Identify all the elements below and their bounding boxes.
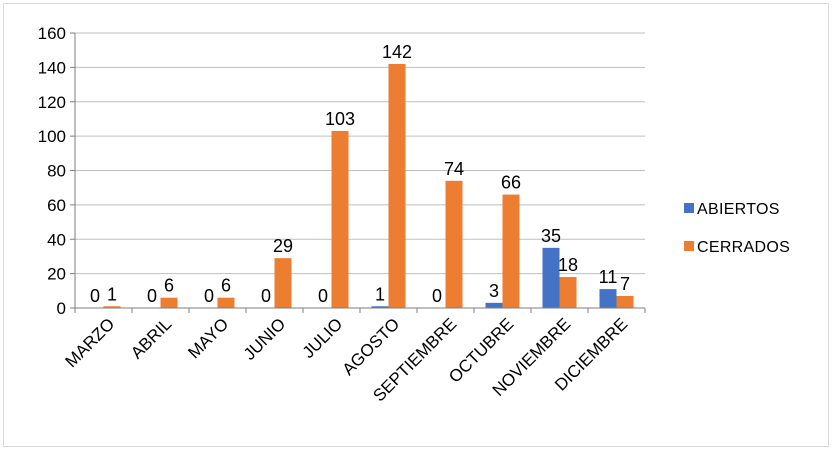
data-label: 0 — [90, 286, 100, 306]
legend-swatch — [684, 203, 694, 213]
legend-swatch — [684, 241, 694, 251]
y-tick-label: 60 — [47, 196, 66, 215]
bar-cerrados-mayo — [217, 297, 235, 308]
data-label: 0 — [147, 286, 157, 306]
bar-cerrados-marzo — [103, 306, 121, 308]
y-tick-label: 140 — [38, 58, 66, 77]
y-tick-label: 120 — [38, 93, 66, 112]
data-label: 0 — [432, 286, 442, 306]
data-label: 0 — [261, 286, 271, 306]
data-label: 6 — [221, 276, 231, 296]
x-category-label: JUNIO — [240, 314, 289, 363]
legend: ABIERTOS CERRADOS — [684, 201, 790, 256]
y-tick-label: 20 — [47, 265, 66, 284]
chart-frame — [3, 3, 829, 447]
data-label: 0 — [204, 286, 214, 306]
legend-label: CERRADOS — [697, 239, 790, 256]
y-tick-label: 0 — [57, 299, 66, 318]
legend-label: ABIERTOS — [697, 201, 780, 218]
bar-cerrados-octubre — [502, 194, 520, 308]
y-tick-label: 100 — [38, 127, 66, 146]
data-label: 11 — [599, 267, 618, 287]
data-label: 18 — [558, 255, 578, 275]
bar-cerrados-agosto — [388, 63, 406, 308]
bar-cerrados-julio — [331, 130, 349, 308]
x-category-label: MAYO — [184, 314, 232, 362]
data-label: 0 — [318, 286, 328, 306]
data-label: 1 — [375, 284, 385, 304]
bars — [103, 63, 634, 308]
x-category-label: MARZO — [61, 314, 118, 371]
bar-cerrados-abril — [160, 297, 178, 308]
bar-cerrados-junio — [274, 258, 292, 308]
data-label: 6 — [164, 276, 174, 296]
data-label: 74 — [444, 159, 464, 179]
data-label: 1 — [107, 284, 117, 304]
bar-abiertos-diciembre — [599, 289, 617, 308]
bar-cerrados-noviembre — [559, 277, 577, 308]
y-tick-label: 160 — [38, 24, 66, 43]
data-label: 35 — [541, 226, 561, 246]
bar-abiertos-noviembre — [542, 247, 560, 308]
x-category-label: JULIO — [299, 314, 347, 362]
y-tick-label: 80 — [47, 162, 66, 181]
data-label: 66 — [501, 173, 521, 193]
bar-cerrados-septiembre — [445, 180, 463, 308]
data-label: 142 — [382, 42, 412, 62]
data-label: 7 — [620, 274, 630, 294]
data-label: 103 — [325, 109, 355, 129]
bar-abiertos-agosto — [371, 306, 389, 308]
data-label: 29 — [273, 236, 293, 256]
y-tick-label: 40 — [47, 230, 66, 249]
data-label: 3 — [489, 281, 499, 301]
x-category-label: ABRIL — [127, 314, 175, 362]
bar-cerrados-diciembre — [616, 295, 634, 308]
bar-abiertos-octubre — [485, 302, 503, 308]
